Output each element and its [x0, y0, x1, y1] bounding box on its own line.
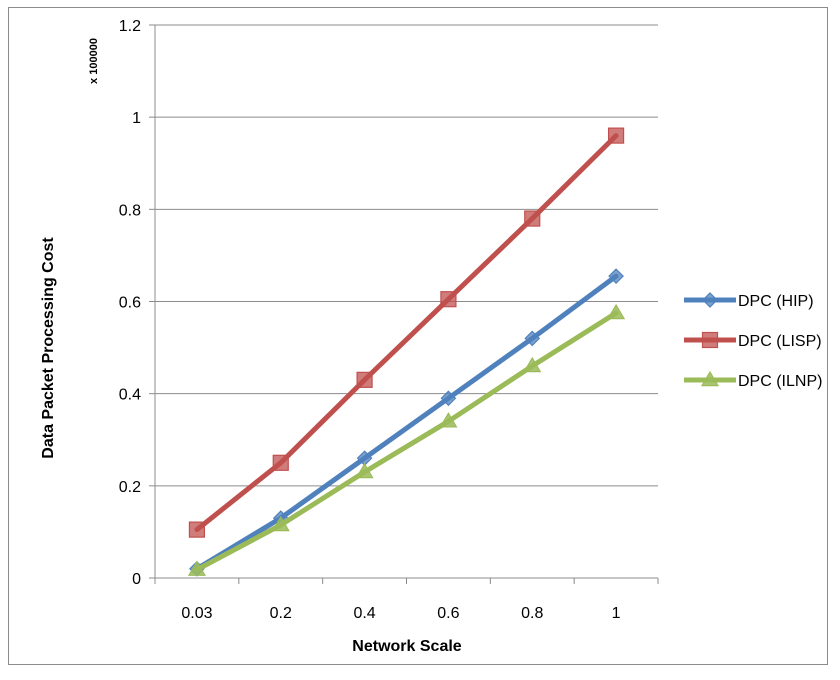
legend-item: DPC (LISP): [684, 331, 822, 350]
data-point: [524, 330, 541, 347]
data-point: [524, 210, 541, 227]
x-tick-label: 0.6: [437, 605, 459, 622]
y-tick-label: 0.2: [119, 479, 141, 496]
series-2: [187, 303, 626, 576]
data-point: [356, 371, 373, 388]
data-point: [607, 127, 625, 144]
legend-item: DPC (HIP): [684, 292, 814, 310]
data-point: [187, 560, 206, 576]
legend-label: DPC (LISP): [738, 333, 822, 350]
x-tick-label: 0.03: [181, 605, 212, 622]
data-point: [355, 462, 374, 479]
y-axis-title: Data Packet Processing Cost: [40, 237, 57, 459]
data-point: [440, 291, 457, 308]
data-point: [608, 268, 624, 285]
data-point: [440, 390, 457, 407]
legend: DPC (HIP) DPC (LISP) DPC (ILNP): [684, 292, 822, 390]
series-layer: [187, 127, 626, 577]
x-tick-label: 0.8: [521, 605, 543, 622]
series-line: [194, 310, 619, 573]
data-point: [272, 454, 289, 471]
series-line: [194, 273, 619, 572]
x-axis-title: Network Scale: [352, 638, 461, 655]
y-tick-label: 0: [132, 571, 141, 588]
x-tick-label: 0.4: [353, 605, 375, 622]
legend-label: DPC (HIP): [738, 293, 814, 310]
legend-marker: [700, 370, 720, 387]
legend-label: DPC (ILNP): [738, 373, 822, 390]
legend-item: DPC (ILNP): [684, 370, 822, 390]
data-point: [607, 303, 626, 320]
series-line: [194, 133, 619, 533]
gridlines: [149, 24, 659, 584]
y-tick-label: 0.6: [119, 295, 141, 312]
series-1: [188, 127, 625, 538]
y-tick-label: 1: [132, 110, 141, 127]
y-tick-labels: 0 0.2 0.4 0.6 0.8 1 1.2: [119, 18, 141, 588]
y-axis-multiplier: x 100000: [88, 38, 100, 84]
data-point: [439, 412, 458, 428]
y-tick-label: 0.8: [119, 202, 141, 219]
data-point: [523, 356, 542, 373]
y-tick-label: 0.4: [119, 387, 141, 404]
x-tick-label: 0.2: [270, 605, 292, 622]
x-tick-label: 1: [612, 605, 621, 622]
x-tick-labels: 0.03 0.2 0.4 0.6 0.8 1: [181, 605, 620, 622]
data-point: [271, 515, 290, 532]
legend-marker: [701, 331, 719, 349]
data-point: [188, 521, 206, 538]
legend-marker: [702, 292, 718, 308]
y-tick-label: 1.2: [119, 18, 141, 35]
series-0: [189, 268, 624, 577]
